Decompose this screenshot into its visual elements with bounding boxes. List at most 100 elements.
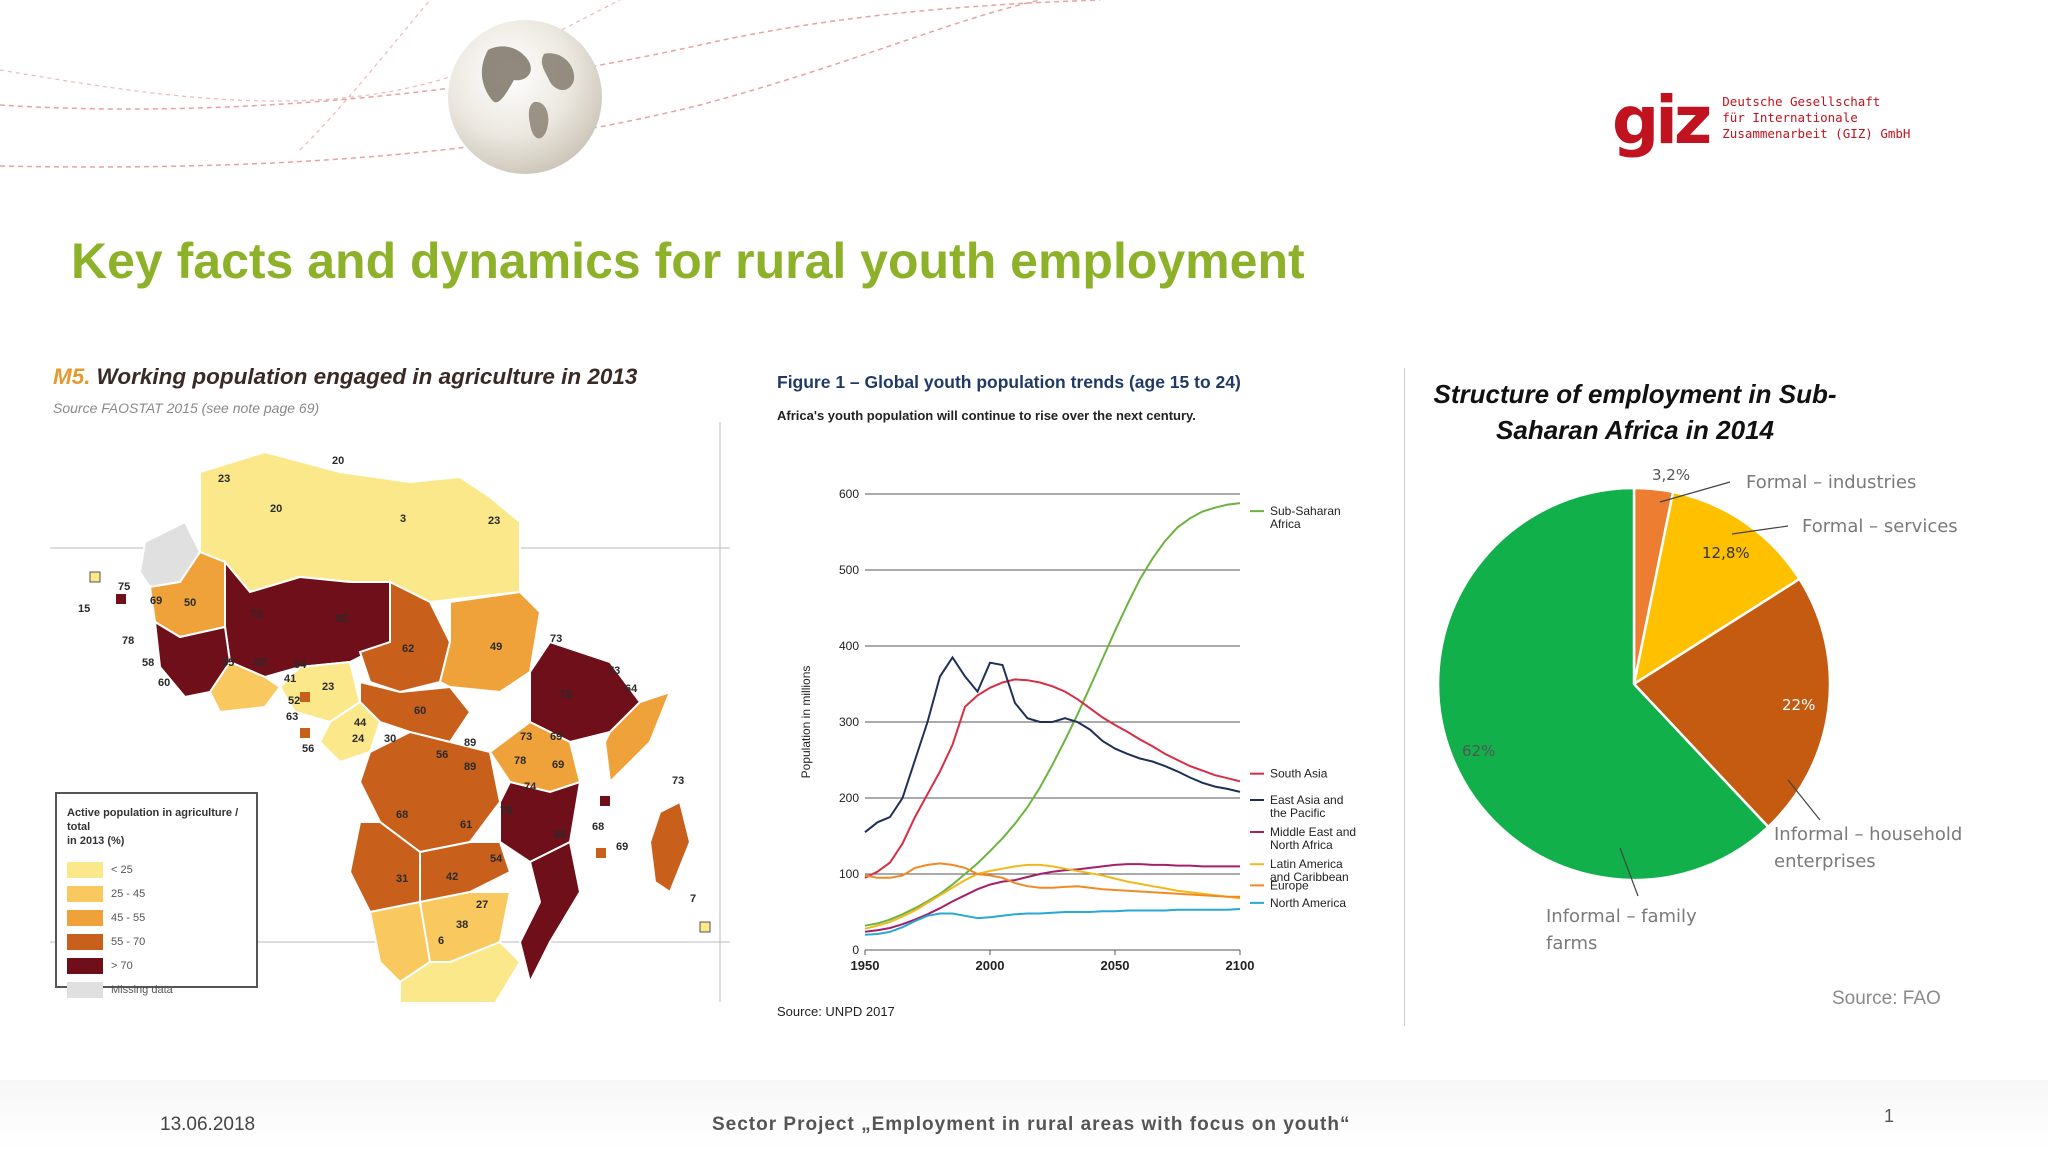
legend-row: 45 - 55 <box>67 906 246 930</box>
map-value: 89 <box>464 761 476 773</box>
leader-line <box>1659 481 1731 503</box>
y-tick-label: 200 <box>839 791 859 805</box>
pie-label: 22% <box>1782 696 1815 714</box>
legend-title: Active population in agriculture / total… <box>67 806 246 848</box>
giz-logo-text: Deutsche Gesellschaft für Internationale… <box>1722 94 1910 142</box>
map-value: 54 <box>490 853 503 865</box>
map-value: 27 <box>476 899 488 911</box>
footer-date: 13.06.2018 <box>160 1114 256 1135</box>
map-value: 92 <box>254 657 266 669</box>
y-tick-label: 300 <box>839 715 859 729</box>
series-line <box>864 655 1241 833</box>
map-legend: Active population in agriculture / total… <box>55 792 258 998</box>
map-value: 73 <box>520 731 532 743</box>
legend-row: 25 - 45 <box>67 882 246 906</box>
giz-logo: giz Deutsche Gesellschaft für Internatio… <box>1612 88 1910 168</box>
map-source: Source FAOSTAT 2015 (see note page 69) <box>53 400 320 416</box>
map-value: 73 <box>672 775 684 787</box>
pie-label: farms <box>1546 933 1597 954</box>
map-value: 69 <box>616 841 628 853</box>
pie-slice <box>1632 577 1832 829</box>
map-title-text: Working population engaged in agricultur… <box>96 364 638 389</box>
legend-label: Middle East and North Africa <box>1270 825 1356 852</box>
map-value: 56 <box>302 743 314 755</box>
leader-line <box>1787 779 1821 821</box>
series-line <box>864 678 1241 879</box>
x-tick-label: 2100 <box>1226 958 1255 973</box>
map-value: 7 <box>690 893 696 905</box>
legend-label: 25 - 45 <box>111 888 146 900</box>
footer-bar <box>0 1080 2048 1152</box>
map-value: 62 <box>402 643 414 655</box>
map-value: 58 <box>142 657 154 669</box>
giz-line-2: für Internationale <box>1722 110 1858 125</box>
map-value: 52 <box>288 695 300 707</box>
series-line <box>864 863 1240 933</box>
legend-row: > 70 <box>67 954 246 978</box>
map-value: 54 <box>294 659 307 671</box>
series-line <box>864 863 1241 930</box>
legend-row: < 25 <box>67 858 246 882</box>
pie-slice <box>1436 486 1770 882</box>
y-tick-label: 400 <box>839 639 859 653</box>
map-value: 41 <box>284 673 296 685</box>
x-tick-label: 2000 <box>976 958 1005 973</box>
y-axis-label: Population in millions <box>799 666 813 779</box>
legend-swatch <box>67 862 103 878</box>
map-value: 68 <box>592 821 604 833</box>
line-chart-title: Figure 1 – Global youth population trend… <box>777 372 1241 392</box>
legend-label: North America <box>1270 896 1346 910</box>
map-value: 42 <box>446 871 458 883</box>
pie-label: Formal – industries <box>1746 472 1916 493</box>
pie-label: Informal – household <box>1774 824 1962 845</box>
pie-label: Informal – family <box>1546 906 1697 927</box>
giz-line-1: Deutsche Gesellschaft <box>1722 94 1881 109</box>
map-value: 73 <box>608 665 620 677</box>
legend-label: 55 - 70 <box>111 936 146 948</box>
youth-population-figure: Figure 1 – Global youth population trend… <box>770 370 1390 1030</box>
pie-chart-source: Source: FAO <box>1832 988 1941 1009</box>
x-tick-label: 2050 <box>1101 958 1130 973</box>
legend-swatch <box>67 958 103 974</box>
legend-swatch <box>67 886 103 902</box>
map-value: 78 <box>122 635 134 647</box>
series-line <box>864 862 1240 898</box>
pie-chart-title: Structure of employment in Sub- Saharan … <box>1420 376 1850 448</box>
legend-row: 55 - 70 <box>67 930 246 954</box>
giz-line-3: Zusammenarbeit (GIZ) GmbH <box>1722 126 1911 141</box>
legend-row: Missing data <box>67 978 246 1002</box>
legend-label: Missing data <box>111 984 173 996</box>
legend-label: > 70 <box>111 960 133 972</box>
panel-divider <box>1404 368 1405 1026</box>
pie-label: 12,8% <box>1702 544 1750 562</box>
y-tick-label: 600 <box>839 487 859 501</box>
legend-label: East Asia and the Pacific <box>1270 793 1343 820</box>
x-tick-label: 1950 <box>851 958 880 973</box>
legend-label: Europe <box>1270 878 1309 892</box>
series-line <box>864 502 1241 927</box>
pie-label: Formal – services <box>1802 516 1958 537</box>
leader-line <box>1731 525 1789 535</box>
legend-label: < 25 <box>111 864 133 876</box>
map-code: M5. <box>53 364 91 389</box>
footer-project-name: Sector Project „Employment in rural area… <box>712 1114 1351 1135</box>
map-value: 20 <box>332 455 344 467</box>
map-value-labels: 23 20 20 3 23 50 73 82 62 49 73 73 76 64… <box>78 455 696 947</box>
legend-swatch <box>67 982 103 998</box>
map-value: 61 <box>460 819 472 831</box>
map-value: 73 <box>550 633 562 645</box>
map-value: 49 <box>490 641 502 653</box>
y-tick-label: 500 <box>839 563 859 577</box>
pie-title-line-1: Structure of employment in Sub- <box>1433 379 1837 409</box>
map-value: 6 <box>438 935 444 947</box>
series-line <box>864 908 1241 936</box>
map-title: M5. Working population engaged in agricul… <box>53 364 637 390</box>
map-value: 76 <box>560 689 572 701</box>
map-value: 63 <box>286 711 298 723</box>
line-chart-source: Source: UNPD 2017 <box>777 1004 895 1019</box>
map-value: 15 <box>78 603 90 615</box>
map-value: 44 <box>354 717 367 729</box>
slide-number: 1 <box>1884 1106 1895 1126</box>
pie-slice <box>1632 490 1802 687</box>
pie-label: enterprises <box>1774 851 1876 872</box>
